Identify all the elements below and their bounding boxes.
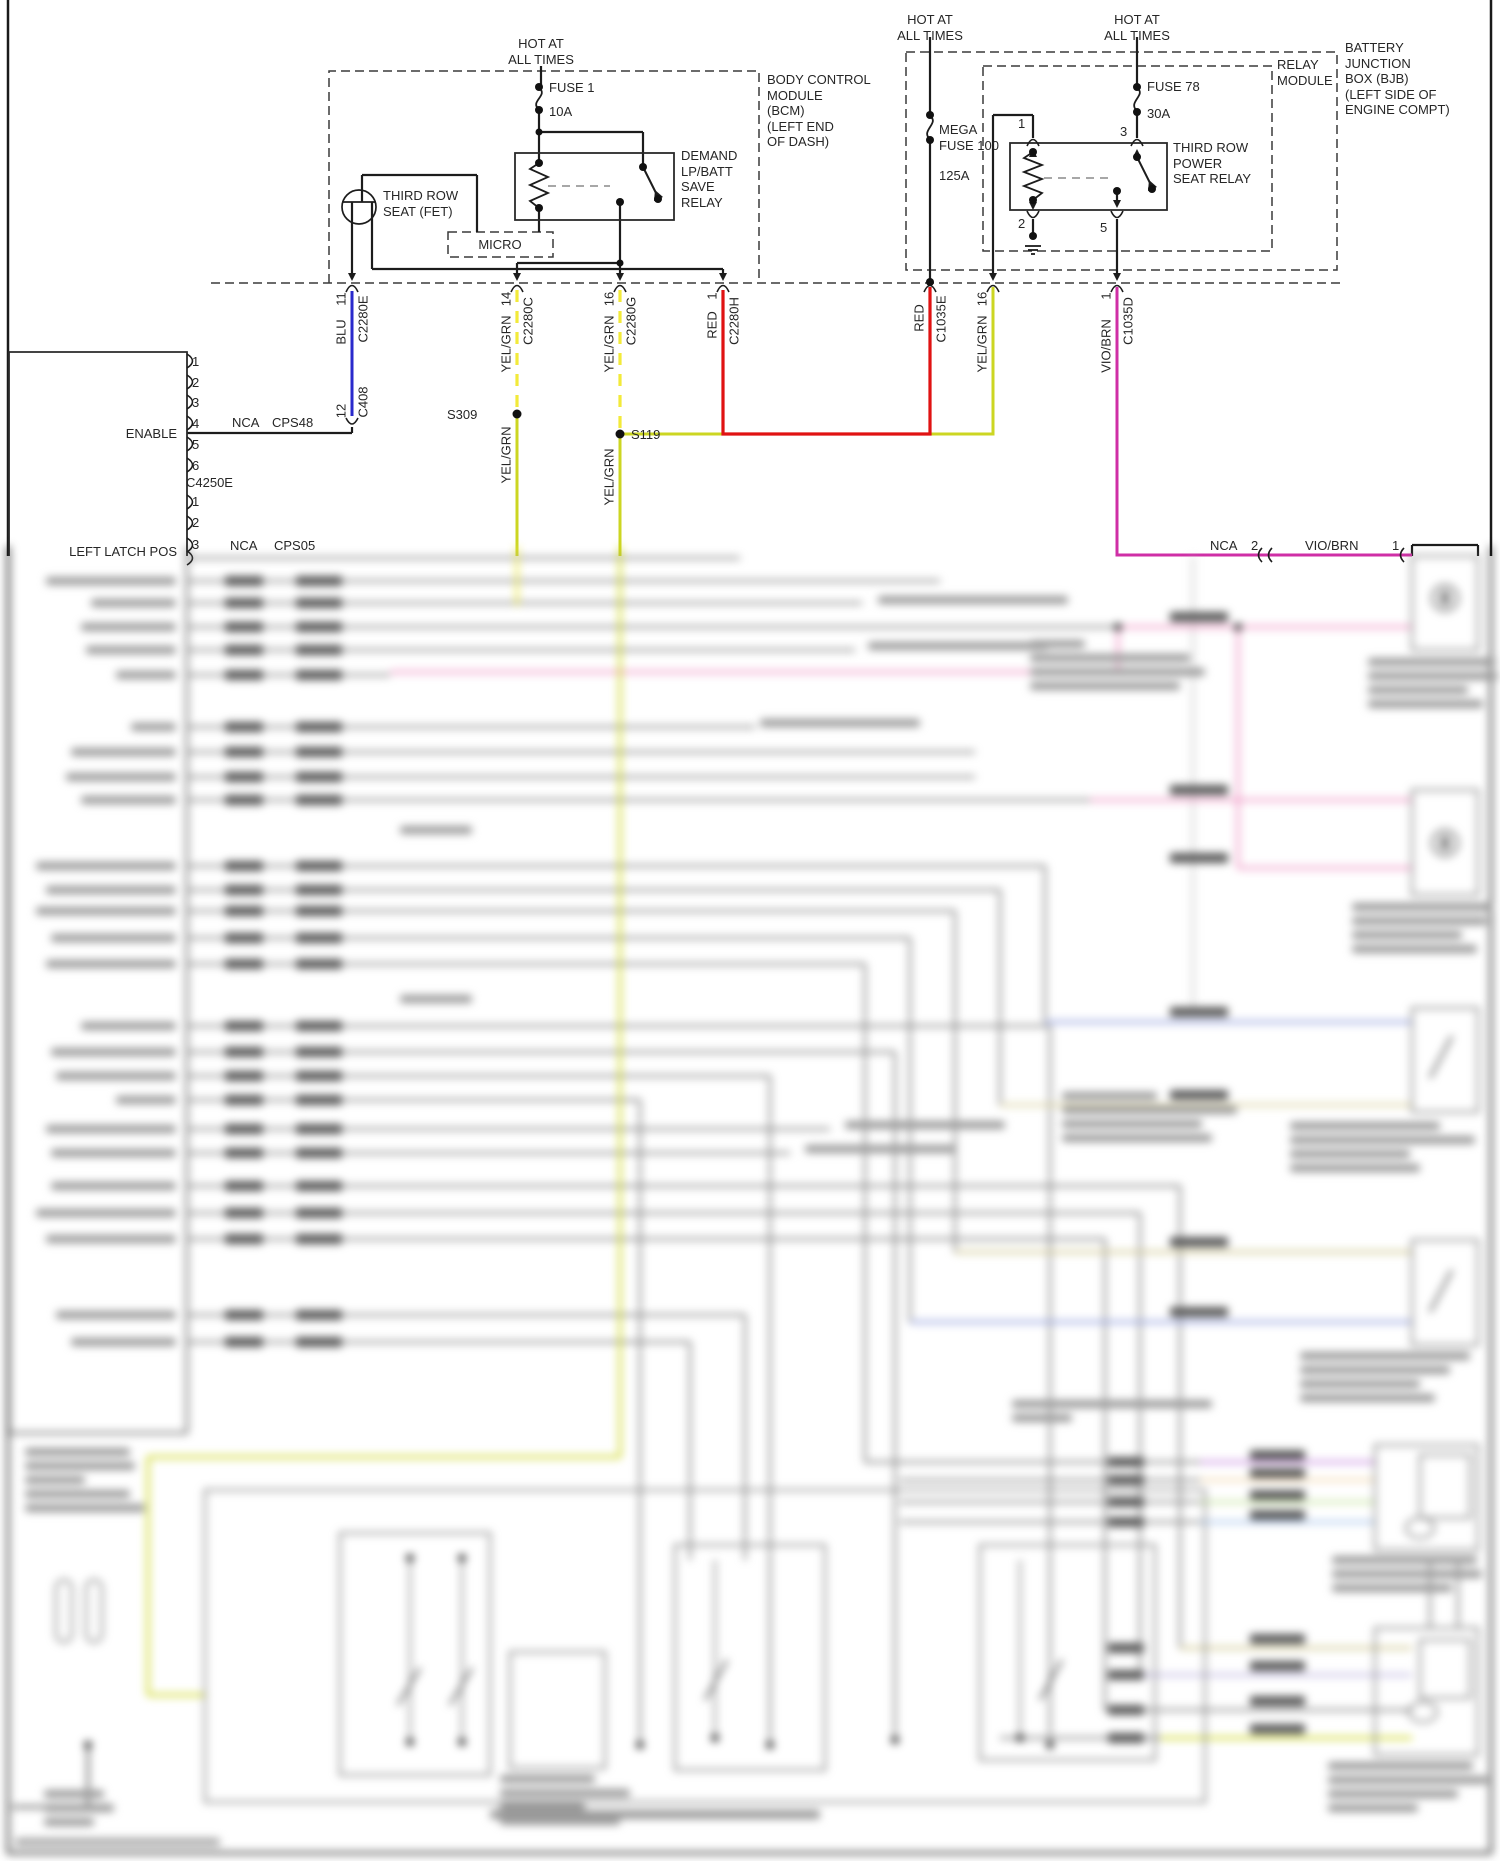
power-label-2: HOT AT ALL TIMES: [897, 12, 963, 43]
left-pin-2: 2: [192, 375, 200, 390]
conn-c4250e: C4250E: [186, 475, 233, 490]
relay-module-label: RELAY MODULE: [1277, 57, 1333, 88]
wire-g-color: YEL/GRN: [601, 315, 617, 373]
bcm-dashed-box: [328, 70, 760, 283]
circuit-cps48: CPS48: [272, 415, 314, 430]
micro-dashed-box: [447, 231, 554, 258]
bjb-label: BATTERY JUNCTION BOX (BJB) (LEFT SIDE OF…: [1345, 40, 1450, 117]
left2-pin-1: 1: [192, 494, 200, 509]
left-pin-1: 1: [192, 354, 200, 369]
blurred-layer: [6, 546, 1498, 1855]
wire-blu-pin: 11: [333, 292, 349, 306]
wire-y-color: YEL/GRN: [974, 315, 990, 373]
fuse78-amps: 30A: [1147, 106, 1171, 121]
run-nca: NCA: [1210, 538, 1238, 553]
wire-c-color-2: YEL/GRN: [498, 426, 514, 484]
wire-g-pin: 16: [601, 291, 617, 307]
splice-s309-dot: [512, 409, 522, 419]
wire-h-color: RED: [704, 311, 720, 339]
ground-icon: [1025, 245, 1041, 255]
power-label-3: HOT AT ALL TIMES: [1104, 12, 1170, 43]
wire-blu-conn-b: C408: [355, 386, 371, 418]
circuit-cps05: CPS05: [274, 538, 316, 553]
run-pin-1: 1: [1392, 538, 1400, 553]
fuse78-label: FUSE 78: [1147, 79, 1200, 94]
circuit-nca: NCA: [232, 415, 260, 430]
left-pin-3: 3: [192, 395, 200, 410]
wire-blu-color: BLU: [333, 319, 349, 345]
bjb-pin-1: 1: [1018, 116, 1026, 131]
splice-s119-label: S119: [631, 427, 661, 442]
micro-label: MICRO: [478, 237, 522, 252]
wire-c-color: YEL/GRN: [498, 315, 514, 373]
fuse1-amps: 10A: [549, 104, 573, 119]
circuit-nca-2: NCA: [230, 538, 258, 553]
bjb-relay-coil: [1021, 151, 1045, 201]
wire-v-conn: C1035D: [1120, 297, 1136, 345]
left-pin-5: 5: [192, 437, 200, 452]
run-viobrn: VIO/BRN: [1305, 538, 1359, 553]
wire-e-conn: C1035E: [933, 295, 949, 343]
demand-relay-box: [514, 152, 675, 221]
demand-relay-label: DEMAND LP/BATT SAVE RELAY: [681, 148, 738, 210]
wire-v-color: VIO/BRN: [1098, 319, 1114, 373]
fuse1-label: FUSE 1: [549, 80, 595, 95]
splice-s309-label: S309: [447, 407, 478, 422]
fuse1-element: [535, 87, 543, 110]
fuse78-element: [1133, 87, 1141, 112]
bjb-pin-2: 2: [1018, 216, 1026, 231]
run-pin-2: 2: [1251, 538, 1259, 553]
left-pin-4: 4: [192, 416, 200, 431]
bjb-pin-3: 3: [1120, 124, 1128, 139]
power-label-1: HOT AT ALL TIMES: [508, 36, 574, 67]
bcm-relay-coil: [527, 162, 551, 209]
fet-label: THIRD ROW SEAT (FET): [383, 188, 459, 219]
seat-relay-label: THIRD ROW POWER SEAT RELAY: [1173, 140, 1252, 186]
splice-s119-dot: [615, 429, 625, 439]
mega-fuse-label: MEGA FUSE 100: [939, 122, 999, 153]
mega-fuse-amps: 125A: [939, 168, 970, 183]
seat-relay-box: [1009, 142, 1168, 211]
blurred-region: [0, 546, 1500, 1861]
wire-blu-pin-b: 12: [333, 403, 349, 419]
wire-g-color-2: YEL/GRN: [601, 448, 617, 506]
wire-y-pin: 16: [974, 291, 990, 307]
bjb-pin-5: 5: [1100, 220, 1108, 235]
wire-c-conn: C2280C: [520, 297, 536, 345]
relay-module-dashed-box: [982, 65, 1273, 252]
wire-blu-conn: C2280E: [355, 295, 371, 343]
latch-label: LEFT LATCH POS: [69, 544, 177, 559]
wire-v-pin: 1: [1098, 292, 1114, 300]
mega-fuse-element: [926, 115, 934, 140]
fet-symbol: [341, 189, 377, 225]
wire-g-conn: C2280G: [623, 296, 639, 346]
left-pin-6: 6: [192, 458, 200, 473]
wire-h-pin: 1: [704, 292, 720, 300]
left2-pin-3: 3: [192, 537, 200, 552]
bcm-label: BODY CONTROL MODULE (BCM) (LEFT END OF D…: [767, 72, 871, 149]
bjb-dashed-box: [905, 51, 1338, 271]
enable-label: ENABLE: [125, 426, 177, 441]
wire-e-color: RED: [911, 304, 927, 332]
left2-pin-2: 2: [192, 515, 200, 530]
wire-c-pin: 14: [498, 291, 514, 307]
wire-h-conn: C2280H: [726, 297, 742, 345]
